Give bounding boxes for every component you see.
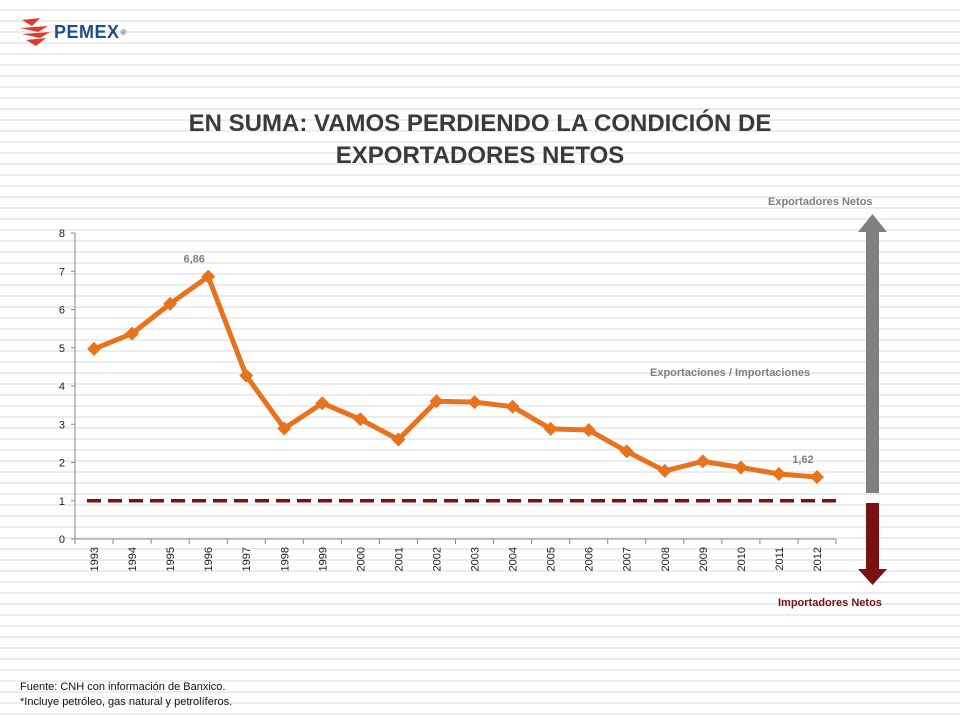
x-tick-label: 1996 bbox=[203, 547, 215, 571]
y-tick-label: 7 bbox=[59, 266, 65, 278]
logo-text: PEMEX bbox=[54, 21, 120, 42]
source-line-1: Fuente: CNH con información de Banxico. bbox=[20, 681, 226, 693]
data-point-1993 bbox=[87, 341, 102, 356]
y-tick-label: 6 bbox=[59, 305, 65, 317]
x-tick-label: 2003 bbox=[470, 547, 482, 571]
series-group bbox=[87, 269, 824, 485]
data-point-2000 bbox=[353, 412, 368, 427]
data-label-2012: 1,62 bbox=[792, 454, 813, 466]
x-tick-label: 2010 bbox=[736, 547, 748, 571]
data-point-1995 bbox=[163, 296, 178, 311]
y-tick-label: 8 bbox=[59, 228, 65, 240]
data-point-2004 bbox=[505, 399, 520, 414]
data-point-2010 bbox=[733, 460, 748, 475]
x-axis: 1993 1994 1995 1996 1997 1998 1999 2000 2001 2002… bbox=[74, 538, 837, 571]
x-tick-label: 2000 bbox=[355, 547, 367, 571]
data-point-1998 bbox=[277, 421, 292, 436]
x-tick-label: 2011 bbox=[774, 547, 786, 571]
source-note: Fuente: CNH con información de Banxico. … bbox=[20, 680, 232, 710]
up-arrow-head bbox=[858, 214, 887, 232]
x-tick-label: 1993 bbox=[89, 547, 101, 571]
data-point-1996 bbox=[201, 269, 216, 284]
arrows-group bbox=[858, 214, 887, 585]
y-tick-label: 3 bbox=[59, 419, 65, 431]
x-tick-label: 1999 bbox=[317, 547, 329, 571]
x-tick-label: 2008 bbox=[660, 547, 672, 571]
y-tick-label: 5 bbox=[59, 343, 65, 355]
x-tick-label: 2009 bbox=[698, 547, 710, 571]
x-tick-label: 1997 bbox=[241, 547, 253, 571]
data-point-2011 bbox=[771, 466, 786, 481]
page-title: EN SUMA: VAMOS PERDIENDO LA CONDICIÓN DE… bbox=[80, 108, 880, 172]
series-line bbox=[91, 274, 820, 480]
x-tick-label: 2004 bbox=[508, 547, 520, 571]
y-tick-label: 1 bbox=[59, 496, 65, 508]
x-tick-label: 1994 bbox=[127, 547, 139, 571]
x-tick-label: 2006 bbox=[584, 547, 596, 571]
exportadores-netos-label: Exportadores Netos bbox=[768, 196, 873, 208]
data-point-2003 bbox=[467, 395, 482, 410]
ratio-series-label: Exportaciones / Importaciones bbox=[650, 367, 811, 379]
x-tick-label: 2012 bbox=[812, 547, 824, 571]
x-tick-label: 1995 bbox=[165, 547, 177, 571]
pemex-logo: PEMEX ® bbox=[18, 16, 126, 48]
data-point-1997 bbox=[239, 368, 254, 383]
x-tick-label: 2002 bbox=[431, 547, 443, 571]
data-point-2012 bbox=[809, 470, 824, 485]
y-tick-label: 2 bbox=[59, 458, 65, 470]
y-tick-label: 0 bbox=[59, 534, 65, 546]
data-point-2008 bbox=[657, 463, 672, 478]
data-point-2002 bbox=[429, 394, 444, 409]
data-point-2001 bbox=[391, 432, 406, 447]
data-point-2007 bbox=[619, 444, 634, 459]
up-arrow-shaft bbox=[866, 230, 879, 493]
x-tick-label: 2001 bbox=[393, 547, 405, 571]
x-tick-label: 1998 bbox=[279, 547, 291, 571]
down-arrow-shaft bbox=[866, 503, 879, 571]
source-line-2: *Incluye petróleo, gas natural y petrolí… bbox=[20, 696, 233, 708]
data-point-2009 bbox=[695, 454, 710, 469]
data-labels-group: 6,86 1,62 bbox=[183, 254, 813, 466]
y-tick-label: 4 bbox=[59, 381, 65, 393]
down-arrow-head bbox=[858, 569, 887, 585]
title-line-2: EXPORTADORES NETOS bbox=[335, 142, 625, 169]
data-label-1996: 6,86 bbox=[183, 254, 204, 266]
data-point-1994 bbox=[125, 326, 140, 341]
data-point-2005 bbox=[543, 421, 558, 436]
x-tick-label: 2007 bbox=[622, 547, 634, 571]
pemex-eagle-icon bbox=[20, 18, 50, 46]
x-tick-label: 2005 bbox=[546, 547, 558, 571]
data-point-1999 bbox=[315, 396, 330, 411]
importadores-netos-label: Importadores Netos bbox=[778, 597, 882, 609]
y-axis: 0 1 2 3 4 5 6 7 8 bbox=[59, 228, 76, 546]
logo-registered-mark: ® bbox=[120, 27, 127, 37]
title-line-1: EN SUMA: VAMOS PERDIENDO LA CONDICIÓN DE bbox=[188, 110, 772, 137]
data-point-2006 bbox=[581, 422, 596, 437]
